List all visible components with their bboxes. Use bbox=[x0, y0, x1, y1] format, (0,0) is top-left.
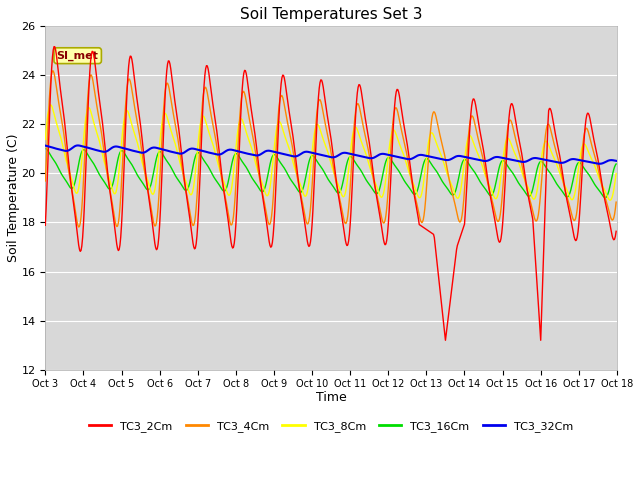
X-axis label: Time: Time bbox=[316, 391, 346, 404]
Title: Soil Temperatures Set 3: Soil Temperatures Set 3 bbox=[240, 7, 422, 22]
Y-axis label: Soil Temperature (C): Soil Temperature (C) bbox=[7, 133, 20, 262]
Legend: TC3_2Cm, TC3_4Cm, TC3_8Cm, TC3_16Cm, TC3_32Cm: TC3_2Cm, TC3_4Cm, TC3_8Cm, TC3_16Cm, TC3… bbox=[84, 417, 577, 436]
Text: SI_met: SI_met bbox=[57, 50, 99, 61]
